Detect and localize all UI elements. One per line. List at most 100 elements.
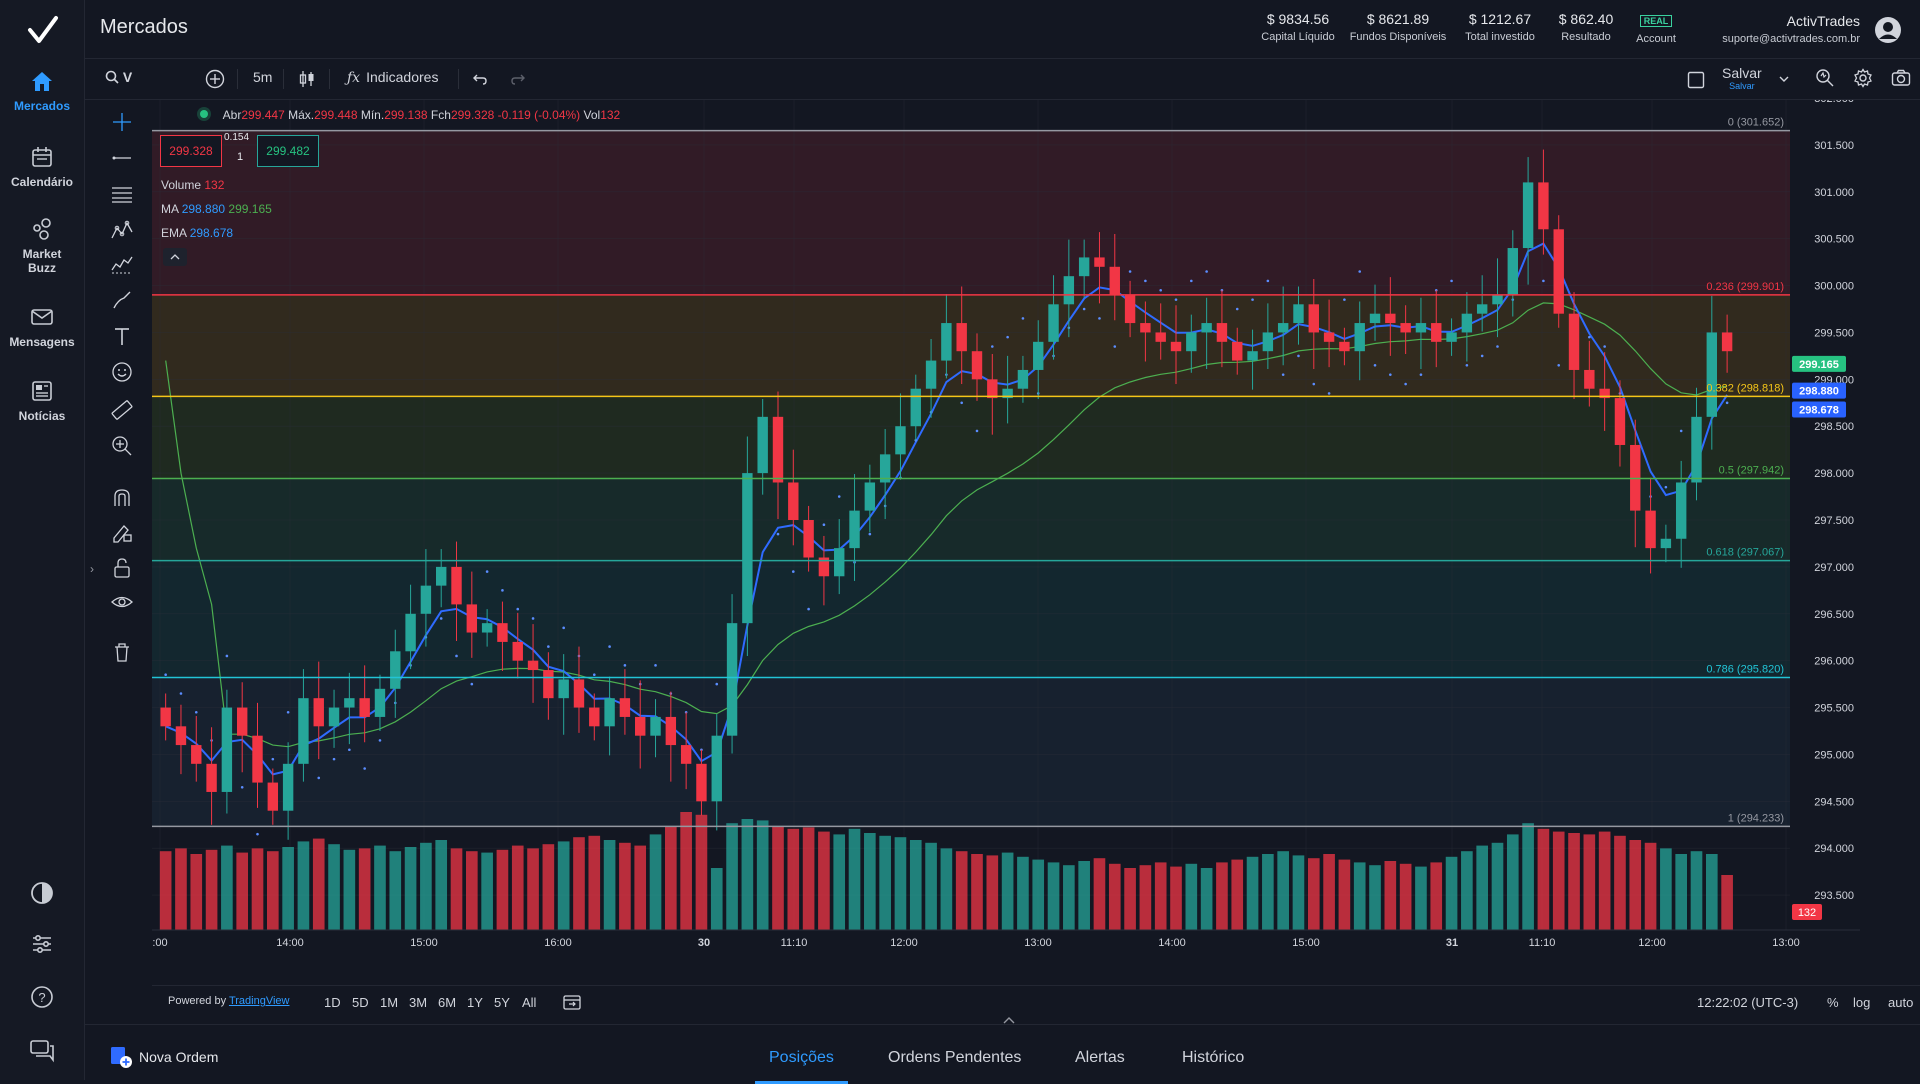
candle <box>1568 313 1580 370</box>
percent-toggle[interactable]: % <box>1827 995 1839 1010</box>
undo-icon[interactable] <box>472 71 488 87</box>
chevron-down-icon[interactable] <box>1778 73 1790 85</box>
volume-bar <box>955 851 968 952</box>
tradingview-link[interactable]: TradingView <box>228 995 290 1007</box>
layout-icon[interactable] <box>1687 71 1705 89</box>
trend-line-icon[interactable] <box>110 146 134 170</box>
quick-search-icon[interactable] <box>1815 68 1835 88</box>
indicators-button[interactable]: ƒx Indicadores <box>347 69 439 86</box>
volume-bar <box>864 833 876 952</box>
zoom-in-icon[interactable] <box>110 434 134 458</box>
sell-price-box[interactable]: 299.328 <box>160 135 222 167</box>
account-mode[interactable]: REAL Account <box>1636 15 1676 45</box>
new-order-button[interactable]: Nova Ordem <box>109 1045 218 1069</box>
tab-posicoes[interactable]: Posições <box>755 1049 848 1084</box>
auto-toggle[interactable]: auto <box>1888 995 1914 1010</box>
prediction-icon[interactable] <box>110 252 134 276</box>
tab-historico[interactable]: Histórico <box>1182 1049 1245 1066</box>
candle <box>543 670 554 699</box>
sar-dot <box>837 495 841 498</box>
text-tool-icon[interactable] <box>110 324 134 348</box>
price-axis-label: 301.500 <box>1814 140 1854 152</box>
price-badge <box>1792 382 1846 399</box>
sidebar-item-mensagens[interactable]: Mensagens <box>0 304 84 349</box>
crosshair-icon[interactable] <box>110 110 134 134</box>
trash-icon[interactable] <box>110 640 134 664</box>
volume-bar <box>833 834 846 952</box>
sar-dot <box>1144 279 1147 283</box>
candle <box>1109 266 1120 295</box>
sidebar-item-market-buzz[interactable]: Market Buzz <box>0 216 84 275</box>
sliders-settings-icon[interactable] <box>28 930 56 958</box>
sar-dot <box>1343 298 1346 301</box>
tab-ordens-pendentes[interactable]: Ordens Pendentes <box>888 1049 1022 1066</box>
sar-dot <box>991 345 994 348</box>
volume-bar <box>374 845 386 952</box>
volume-bar <box>511 845 524 952</box>
collapse-toolbar-chevron[interactable]: › <box>90 562 94 576</box>
range-button-1d[interactable]: 1D <box>324 995 341 1010</box>
interval-button[interactable]: 5m <box>253 69 273 85</box>
sidebar-item-mercados[interactable]: Mercados <box>0 68 84 113</box>
ruler-icon[interactable] <box>110 398 134 422</box>
eye-icon[interactable] <box>110 590 134 614</box>
volume-bar <box>527 848 539 952</box>
goto-date-icon[interactable] <box>562 993 582 1011</box>
volume-bar <box>909 840 922 952</box>
chat-icon[interactable] <box>28 1036 56 1064</box>
save-button[interactable]: Salvar Salvar <box>1722 65 1762 91</box>
help-icon[interactable]: ? <box>28 983 56 1011</box>
sidebar-item-calendario[interactable]: Calendário <box>0 144 84 189</box>
user-avatar-icon[interactable] <box>1874 16 1902 44</box>
sidebar-item-label: Calendário <box>10 175 73 189</box>
log-toggle[interactable]: log <box>1853 995 1871 1010</box>
magnet-icon[interactable] <box>110 486 134 510</box>
volume-bar <box>879 835 891 952</box>
candle-type-icon[interactable] <box>297 69 317 89</box>
range-button-3m[interactable]: 3M <box>409 995 428 1010</box>
candle <box>1584 369 1595 389</box>
range-button-1y[interactable]: 1Y <box>467 995 483 1010</box>
indicator-volume[interactable]: Volume 132 <box>161 178 225 192</box>
range-button-all[interactable]: All <box>522 995 537 1010</box>
sidebar-item-noticias[interactable]: Notícias <box>0 378 84 423</box>
indicator-ma[interactable]: MA 298.880 299.165 <box>161 202 272 216</box>
volume-bar <box>1185 863 1198 952</box>
fundos-disponiveis: $ 8621.89 Fundos Disponíveis <box>1349 11 1447 43</box>
volume-badge-label: 132 <box>1798 907 1816 919</box>
range-button-5y[interactable]: 5Y <box>494 995 510 1010</box>
add-symbol-icon[interactable] <box>204 68 226 90</box>
clock-time[interactable]: 12:22:02 (UTC-3) <box>1697 995 1799 1010</box>
expand-panel-chevron-icon[interactable] <box>1001 1015 1017 1025</box>
stay-drawing-icon[interactable] <box>110 520 134 544</box>
brush-icon[interactable] <box>110 288 134 312</box>
price-chart[interactable]: 0 (301.652) 0.236 (299.901) 0.382 (298.818… <box>152 100 1860 952</box>
emoji-icon[interactable] <box>110 360 134 384</box>
indicator-ema[interactable]: EMA 298.678 <box>161 226 234 240</box>
quantity-value[interactable]: 1 <box>237 151 244 163</box>
volume-bar <box>1506 834 1519 952</box>
buy-price-box[interactable]: 299.482 <box>257 135 319 167</box>
real-badge: REAL <box>1639 15 1673 27</box>
price-badge-label-2: 298.678 <box>1799 405 1839 417</box>
collapse-legend-button[interactable] <box>163 248 187 266</box>
volume-bar <box>665 826 677 952</box>
volume-bar <box>1491 842 1504 952</box>
pattern-icon[interactable] <box>110 218 134 242</box>
sar-dot <box>592 673 596 677</box>
theme-contrast-icon[interactable] <box>28 879 56 907</box>
tab-alertas[interactable]: Alertas <box>1075 1049 1125 1066</box>
settings-gear-icon[interactable] <box>1853 68 1873 88</box>
symbol-search[interactable]: V <box>105 69 132 85</box>
range-button-6m[interactable]: 6M <box>438 995 457 1010</box>
capital-liquido: $ 9834.56 Capital Líquido <box>1261 11 1335 43</box>
horizontal-lines-icon[interactable] <box>110 182 134 206</box>
range-button-1m[interactable]: 1M <box>380 995 399 1010</box>
activtrades-logo-icon[interactable] <box>26 14 60 48</box>
user-info[interactable]: ActivTrades suporte@activtrades.com.br <box>1722 13 1860 45</box>
lock-icon[interactable] <box>110 556 134 580</box>
range-button-5d[interactable]: 5D <box>352 995 369 1010</box>
page-title: Mercados <box>100 16 188 38</box>
redo-icon[interactable] <box>510 71 526 87</box>
camera-icon[interactable] <box>1891 69 1911 87</box>
